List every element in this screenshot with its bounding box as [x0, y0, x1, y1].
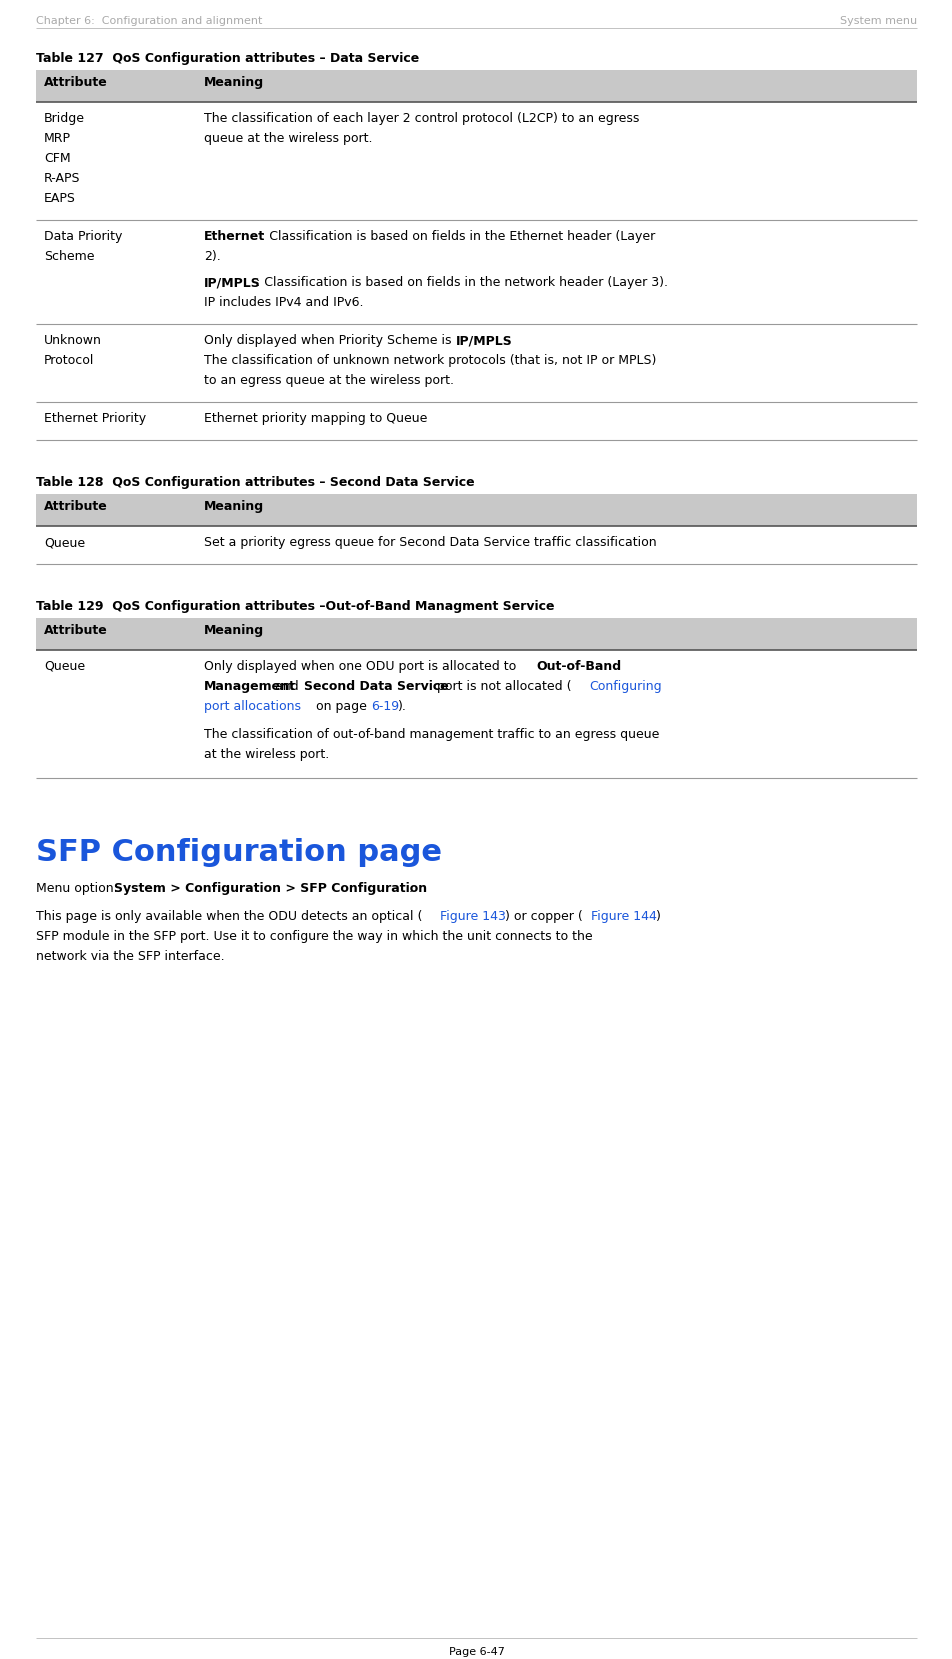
Text: IP/MPLS: IP/MPLS: [455, 333, 512, 347]
Text: Only displayed when Priority Scheme is: Only displayed when Priority Scheme is: [204, 333, 455, 347]
Text: .: .: [503, 333, 506, 347]
Text: Second Data Service: Second Data Service: [304, 680, 448, 693]
Text: This page is only available when the ODU detects an optical (: This page is only available when the ODU…: [36, 911, 422, 922]
Text: 2).: 2).: [204, 251, 221, 264]
Text: Only displayed when one ODU port is allocated to: Only displayed when one ODU port is allo…: [204, 660, 520, 674]
Text: 6-19: 6-19: [370, 700, 399, 713]
Text: Unknown: Unknown: [44, 333, 102, 347]
Text: port allocations: port allocations: [204, 700, 301, 713]
Text: : Classification is based on fields in the Ethernet header (Layer: : Classification is based on fields in t…: [261, 231, 655, 242]
Text: Data Priority: Data Priority: [44, 231, 122, 242]
Text: to an egress queue at the wireless port.: to an egress queue at the wireless port.: [204, 373, 453, 387]
Text: ): ): [655, 911, 660, 922]
Text: IP includes IPv4 and IPv6.: IP includes IPv4 and IPv6.: [204, 295, 363, 309]
Text: The classification of each layer 2 control protocol (L2CP) to an egress: The classification of each layer 2 contr…: [204, 113, 639, 124]
Text: port is not allocated (: port is not allocated (: [432, 680, 571, 693]
Text: .: .: [408, 883, 412, 894]
Text: System > Configuration > SFP Configuration: System > Configuration > SFP Configurati…: [114, 883, 426, 894]
Text: at the wireless port.: at the wireless port.: [204, 748, 328, 761]
Text: Attribute: Attribute: [44, 76, 108, 90]
Text: Chapter 6:  Configuration and alignment: Chapter 6: Configuration and alignment: [36, 17, 262, 27]
Text: Attribute: Attribute: [44, 499, 108, 513]
Text: ) or copper (: ) or copper (: [505, 911, 582, 922]
Text: queue at the wireless port.: queue at the wireless port.: [204, 133, 372, 144]
Text: MRP: MRP: [44, 133, 71, 144]
Text: Attribute: Attribute: [44, 624, 108, 637]
Text: Meaning: Meaning: [204, 624, 264, 637]
Text: Figure 144: Figure 144: [590, 911, 656, 922]
Text: The classification of unknown network protocols (that is, not IP or MPLS): The classification of unknown network pr…: [204, 353, 656, 367]
Bar: [36, 494, 916, 526]
Text: CFM: CFM: [44, 153, 70, 164]
Text: Configuring: Configuring: [588, 680, 661, 693]
Text: SFP Configuration page: SFP Configuration page: [36, 838, 442, 868]
Text: Page 6-47: Page 6-47: [448, 1647, 504, 1657]
Bar: [36, 619, 916, 650]
Text: Management: Management: [204, 680, 295, 693]
Text: Figure 143: Figure 143: [440, 911, 506, 922]
Text: SFP module in the SFP port. Use it to configure the way in which the unit connec: SFP module in the SFP port. Use it to co…: [36, 931, 592, 942]
Text: Meaning: Meaning: [204, 499, 264, 513]
Text: Meaning: Meaning: [204, 76, 264, 90]
Text: Set a priority egress queue for Second Data Service traffic classification: Set a priority egress queue for Second D…: [204, 536, 656, 549]
Text: Menu option:: Menu option:: [36, 883, 122, 894]
Bar: [36, 70, 916, 101]
Text: R-APS: R-APS: [44, 173, 80, 186]
Text: IP/MPLS: IP/MPLS: [204, 275, 261, 289]
Text: Table 129  QoS Configuration attributes –Out-of-Band Managment Service: Table 129 QoS Configuration attributes –…: [36, 601, 554, 612]
Text: and: and: [270, 680, 303, 693]
Text: on page: on page: [311, 700, 370, 713]
Text: System menu: System menu: [839, 17, 916, 27]
Text: Bridge: Bridge: [44, 113, 85, 124]
Text: : Classification is based on fields in the network header (Layer 3).: : Classification is based on fields in t…: [256, 275, 667, 289]
Text: EAPS: EAPS: [44, 192, 76, 206]
Text: network via the SFP interface.: network via the SFP interface.: [36, 951, 225, 962]
Text: Queue: Queue: [44, 660, 85, 674]
Text: Table 128  QoS Configuration attributes – Second Data Service: Table 128 QoS Configuration attributes –…: [36, 476, 474, 489]
Text: Scheme: Scheme: [44, 251, 94, 264]
Text: Table 127  QoS Configuration attributes – Data Service: Table 127 QoS Configuration attributes –…: [36, 51, 419, 65]
Text: Out-of-Band: Out-of-Band: [535, 660, 621, 674]
Text: Protocol: Protocol: [44, 353, 94, 367]
Text: Ethernet: Ethernet: [204, 231, 265, 242]
Text: Queue: Queue: [44, 536, 85, 549]
Text: ).: ).: [398, 700, 407, 713]
Text: The classification of out-of-band management traffic to an egress queue: The classification of out-of-band manage…: [204, 728, 659, 742]
Text: Ethernet priority mapping to Queue: Ethernet priority mapping to Queue: [204, 411, 426, 425]
Text: Ethernet Priority: Ethernet Priority: [44, 411, 146, 425]
